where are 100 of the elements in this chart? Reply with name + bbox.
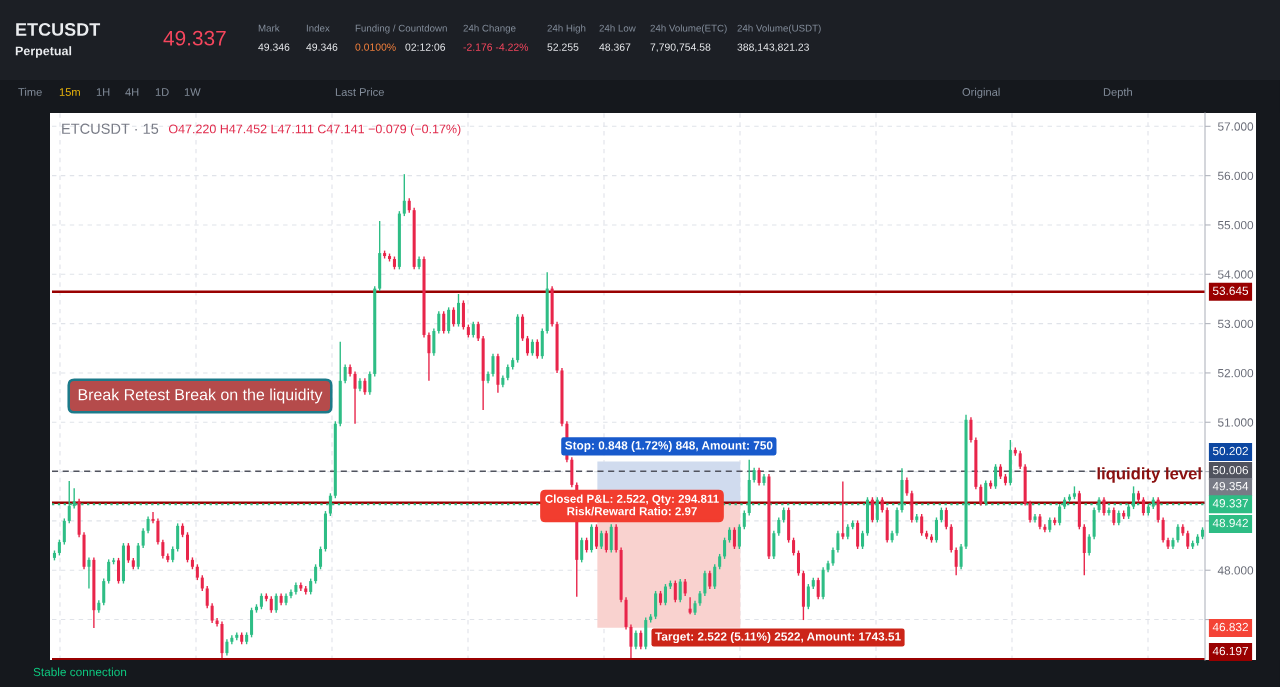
y-tick-label: 52.000: [1217, 368, 1254, 378]
candlestick: [796, 549, 801, 577]
text: Depth: [1103, 87, 1132, 99]
text: ETCUSDT: [16, 23, 101, 36]
candlestick: [949, 523, 953, 554]
candlestick: [402, 173, 406, 217]
candlestick: [954, 546, 958, 576]
candlestick: [62, 517, 66, 546]
candlestick: [161, 538, 165, 560]
candlestick: [590, 523, 594, 554]
candlestick: [629, 623, 633, 659]
text: 1H: [96, 88, 110, 96]
candlestick: [905, 476, 909, 497]
candlestick: [1176, 523, 1180, 544]
text: 48.367: [599, 43, 631, 51]
candlestick: [816, 576, 820, 601]
candlestick: [274, 592, 278, 614]
annotation: liquidity level: [1097, 467, 1201, 483]
candlestick: [777, 516, 781, 537]
text: 1W: [184, 88, 201, 96]
candlestick: [102, 577, 106, 606]
candlestick: [609, 523, 613, 554]
candlestick: [580, 536, 584, 564]
candlestick: [772, 530, 776, 560]
candlestick: [343, 363, 347, 384]
y-tick-label: 57.000: [1217, 122, 1254, 131]
candlestick: [87, 556, 91, 590]
candlestick: [456, 293, 461, 328]
candlestick: [934, 516, 938, 544]
text: Original: [962, 87, 1000, 99]
text: 02:12:06: [405, 43, 446, 51]
candlestick: [432, 327, 436, 357]
candlestick: [314, 563, 318, 585]
text: 24h High: [547, 24, 586, 34]
band-label: Stop: 0.848 (1.72%) 848, Amount: 750: [565, 440, 773, 452]
candlestick: [599, 530, 603, 550]
candlestick: [1043, 523, 1047, 533]
y-tick-label: 54.000: [1217, 270, 1254, 279]
candlestick: [1186, 530, 1190, 550]
candlestick: [437, 310, 441, 335]
ref-line-label: 53.645: [1212, 286, 1249, 295]
text: 24h Volume(ETC): [650, 24, 727, 34]
text: 49.346: [306, 43, 338, 51]
candlestick: [806, 583, 810, 610]
candlestick: [427, 331, 431, 382]
candlestick: [210, 602, 214, 624]
text: Mark: [258, 24, 280, 32]
candlestick: [944, 506, 948, 530]
candlestick: [732, 526, 736, 550]
candlestick: [107, 558, 111, 585]
text: Time: [18, 87, 42, 96]
text: Stable connection: [33, 667, 127, 677]
candlestick: [959, 543, 963, 570]
text: 15m: [59, 88, 80, 96]
candlestick: [1018, 450, 1022, 470]
candlestick: [895, 506, 899, 537]
text: -2.176 -4.22%: [463, 43, 529, 51]
candlestick: [841, 480, 845, 540]
text: ETCUSDT · 15: [62, 123, 159, 134]
text: Funding / Countdown: [355, 24, 447, 34]
candlestick: [535, 338, 539, 360]
y-tick-label: 56.000: [1217, 171, 1254, 181]
candlestick: [491, 353, 495, 378]
y-tick-label: 55.000: [1217, 221, 1254, 230]
candlestick: [1028, 499, 1032, 524]
candlestick: [688, 596, 692, 615]
candlestick: [703, 570, 707, 597]
candlestick: [673, 579, 677, 603]
candlestick: [1156, 496, 1160, 524]
text: 24h Change: [463, 24, 516, 34]
candlestick: [594, 523, 598, 550]
candlestick: [723, 536, 727, 560]
text: 48.942: [1212, 518, 1248, 528]
text: 1D: [155, 88, 169, 96]
candlestick: [604, 530, 608, 554]
candlestick: [156, 517, 160, 546]
candlestick: [920, 513, 924, 537]
text: 49.346: [258, 43, 290, 51]
candlestick: [831, 546, 835, 567]
candlestick: [353, 370, 357, 425]
candlestick: [737, 523, 741, 550]
candlestick: [654, 590, 658, 620]
candlestick: [969, 416, 973, 444]
candlestick: [205, 585, 209, 609]
candlestick: [742, 509, 746, 530]
candlestick: [1087, 533, 1091, 557]
candlestick: [979, 483, 983, 507]
candlestick: [151, 511, 155, 525]
candlestick: [141, 527, 145, 549]
candlestick: [476, 320, 480, 342]
candlestick: [1161, 516, 1165, 544]
ref-line-label: 46.197: [1212, 646, 1248, 656]
annotation: Break Retest Break on the liquidity: [78, 388, 323, 404]
candlestick: [713, 563, 717, 590]
candlestick: [639, 629, 643, 650]
candlestick: [856, 519, 860, 550]
candlestick: [663, 583, 667, 606]
text: 50.202: [1212, 446, 1248, 456]
candlestick: [994, 463, 998, 490]
y-tick-label: 51.000: [1217, 418, 1254, 427]
